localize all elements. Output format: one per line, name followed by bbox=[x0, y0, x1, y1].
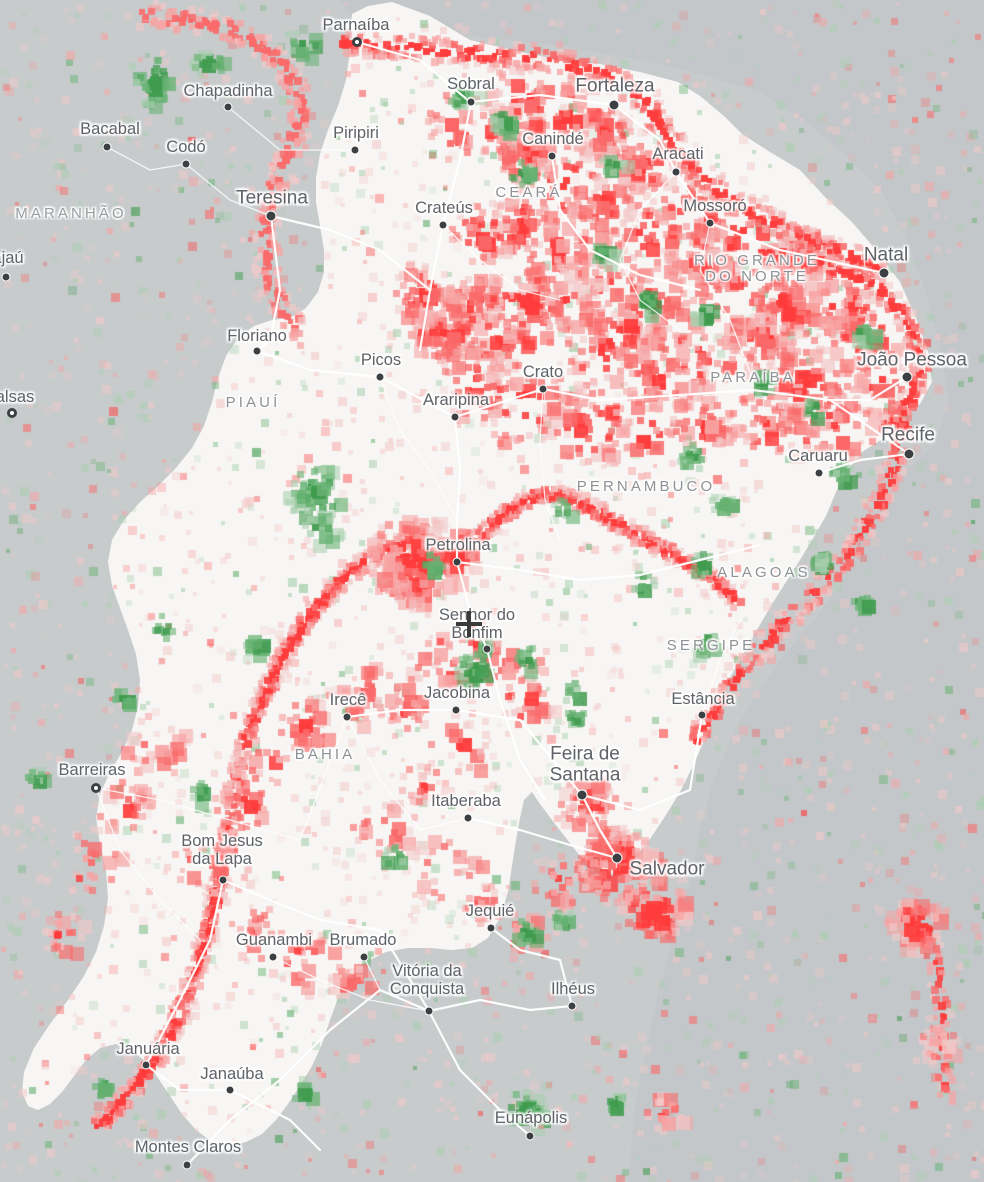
map-canvas[interactable]: MARANHÃO PIAUÍ CEARÁ RIO GRANDE DO NORTE PAR… bbox=[0, 0, 984, 1182]
change-raster-overlay bbox=[0, 0, 984, 1182]
